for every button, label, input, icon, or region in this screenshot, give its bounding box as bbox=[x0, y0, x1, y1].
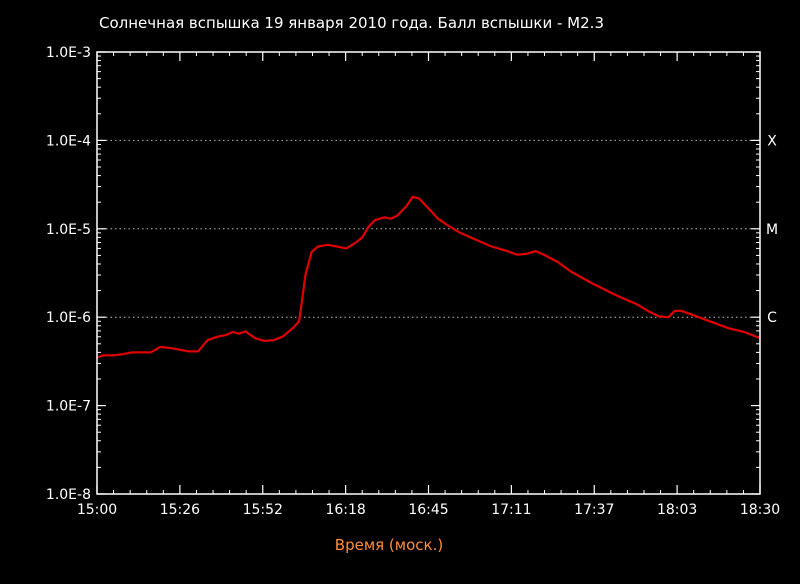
data-point bbox=[437, 217, 439, 220]
data-point bbox=[743, 331, 745, 333]
data-point bbox=[197, 350, 199, 353]
data-point bbox=[121, 353, 124, 356]
data-point bbox=[459, 232, 461, 234]
data-point bbox=[490, 245, 493, 248]
data-point bbox=[557, 261, 559, 263]
data-point bbox=[304, 274, 307, 276]
flare-class-label-m: M bbox=[766, 222, 778, 238]
data-point bbox=[216, 336, 218, 338]
data-point bbox=[178, 348, 180, 351]
data-point bbox=[418, 197, 420, 200]
data-point bbox=[544, 254, 547, 257]
data-point bbox=[692, 314, 695, 317]
data-point bbox=[130, 351, 133, 354]
data-point bbox=[674, 310, 676, 312]
x-tick-label: 18:30 bbox=[740, 502, 780, 518]
grid-lines bbox=[97, 139, 760, 318]
data-point bbox=[475, 239, 477, 241]
data-point bbox=[345, 247, 348, 250]
data-point bbox=[361, 236, 364, 239]
data-point bbox=[405, 205, 408, 207]
data-point bbox=[112, 354, 114, 357]
data-point bbox=[506, 250, 509, 252]
data-point bbox=[149, 351, 152, 354]
data-point bbox=[273, 339, 275, 342]
data-point bbox=[614, 293, 616, 296]
data-point bbox=[355, 241, 357, 244]
data-point bbox=[291, 327, 294, 330]
data-point bbox=[225, 334, 228, 336]
y-tick-label: 1.0E-3 bbox=[46, 45, 91, 61]
data-point bbox=[727, 327, 730, 330]
data-point bbox=[301, 298, 304, 301]
data-point bbox=[298, 320, 300, 323]
data-point bbox=[658, 315, 660, 318]
data-point bbox=[648, 311, 651, 313]
data-point bbox=[389, 217, 392, 220]
data-point bbox=[525, 253, 528, 255]
data-point bbox=[140, 351, 142, 354]
x-tick-label: 15:26 bbox=[160, 502, 200, 518]
y-tick-label: 1.0E-6 bbox=[46, 310, 91, 326]
y-tick-label: 1.0E-4 bbox=[46, 133, 91, 149]
x-tick-label: 15:52 bbox=[243, 502, 283, 518]
tick-labels: XMC1.0E-31.0E-41.0E-51.0E-61.0E-71.0E-81… bbox=[46, 45, 780, 518]
data-point bbox=[244, 330, 247, 333]
x-tick-label: 16:18 bbox=[325, 502, 365, 518]
data-point bbox=[591, 282, 594, 285]
data-point bbox=[159, 346, 161, 348]
data-point bbox=[254, 337, 256, 339]
y-tick-label: 1.0E-7 bbox=[46, 399, 91, 415]
data-point bbox=[102, 354, 105, 357]
data-point bbox=[680, 310, 682, 312]
xray-flux-line bbox=[96, 195, 761, 359]
flare-class-label-x: X bbox=[767, 133, 777, 149]
data-point bbox=[446, 224, 449, 226]
data-point bbox=[317, 245, 319, 248]
data-point bbox=[187, 350, 190, 353]
x-axis-label: Время (моск.) bbox=[335, 536, 443, 554]
y-tick-label: 1.0E-8 bbox=[46, 487, 91, 503]
data-point bbox=[636, 303, 638, 306]
data-point bbox=[374, 219, 376, 221]
x-tick-label: 15:00 bbox=[77, 502, 117, 518]
data-point bbox=[411, 196, 414, 198]
data-point bbox=[326, 244, 329, 246]
plot-frame bbox=[96, 51, 761, 495]
data-point bbox=[569, 270, 572, 273]
data-point bbox=[238, 332, 240, 335]
chart-title: Солнечная вспышка 19 января 2010 года. Б… bbox=[99, 14, 604, 32]
data-point bbox=[667, 316, 670, 319]
x-tick-label: 17:11 bbox=[491, 502, 531, 518]
axis-ticks bbox=[96, 51, 761, 495]
flare-class-label-c: C bbox=[767, 310, 777, 326]
y-tick-label: 1.0E-5 bbox=[46, 222, 91, 238]
data-point bbox=[310, 251, 313, 253]
data-point bbox=[282, 335, 285, 338]
data-point bbox=[516, 253, 518, 256]
data-point bbox=[427, 207, 430, 210]
data-point bbox=[263, 340, 266, 342]
data-point bbox=[535, 250, 537, 252]
x-tick-label: 17:37 bbox=[574, 502, 614, 518]
data-point bbox=[383, 216, 386, 219]
data-point bbox=[367, 226, 370, 228]
data-point bbox=[396, 215, 398, 217]
data-point bbox=[708, 320, 711, 323]
x-tick-label: 16:45 bbox=[408, 502, 448, 518]
data-point bbox=[336, 245, 338, 248]
data-point bbox=[206, 339, 209, 342]
data-point bbox=[232, 331, 234, 333]
series-layer bbox=[96, 195, 761, 359]
x-tick-label: 18:03 bbox=[657, 502, 697, 518]
data-point bbox=[168, 347, 171, 349]
